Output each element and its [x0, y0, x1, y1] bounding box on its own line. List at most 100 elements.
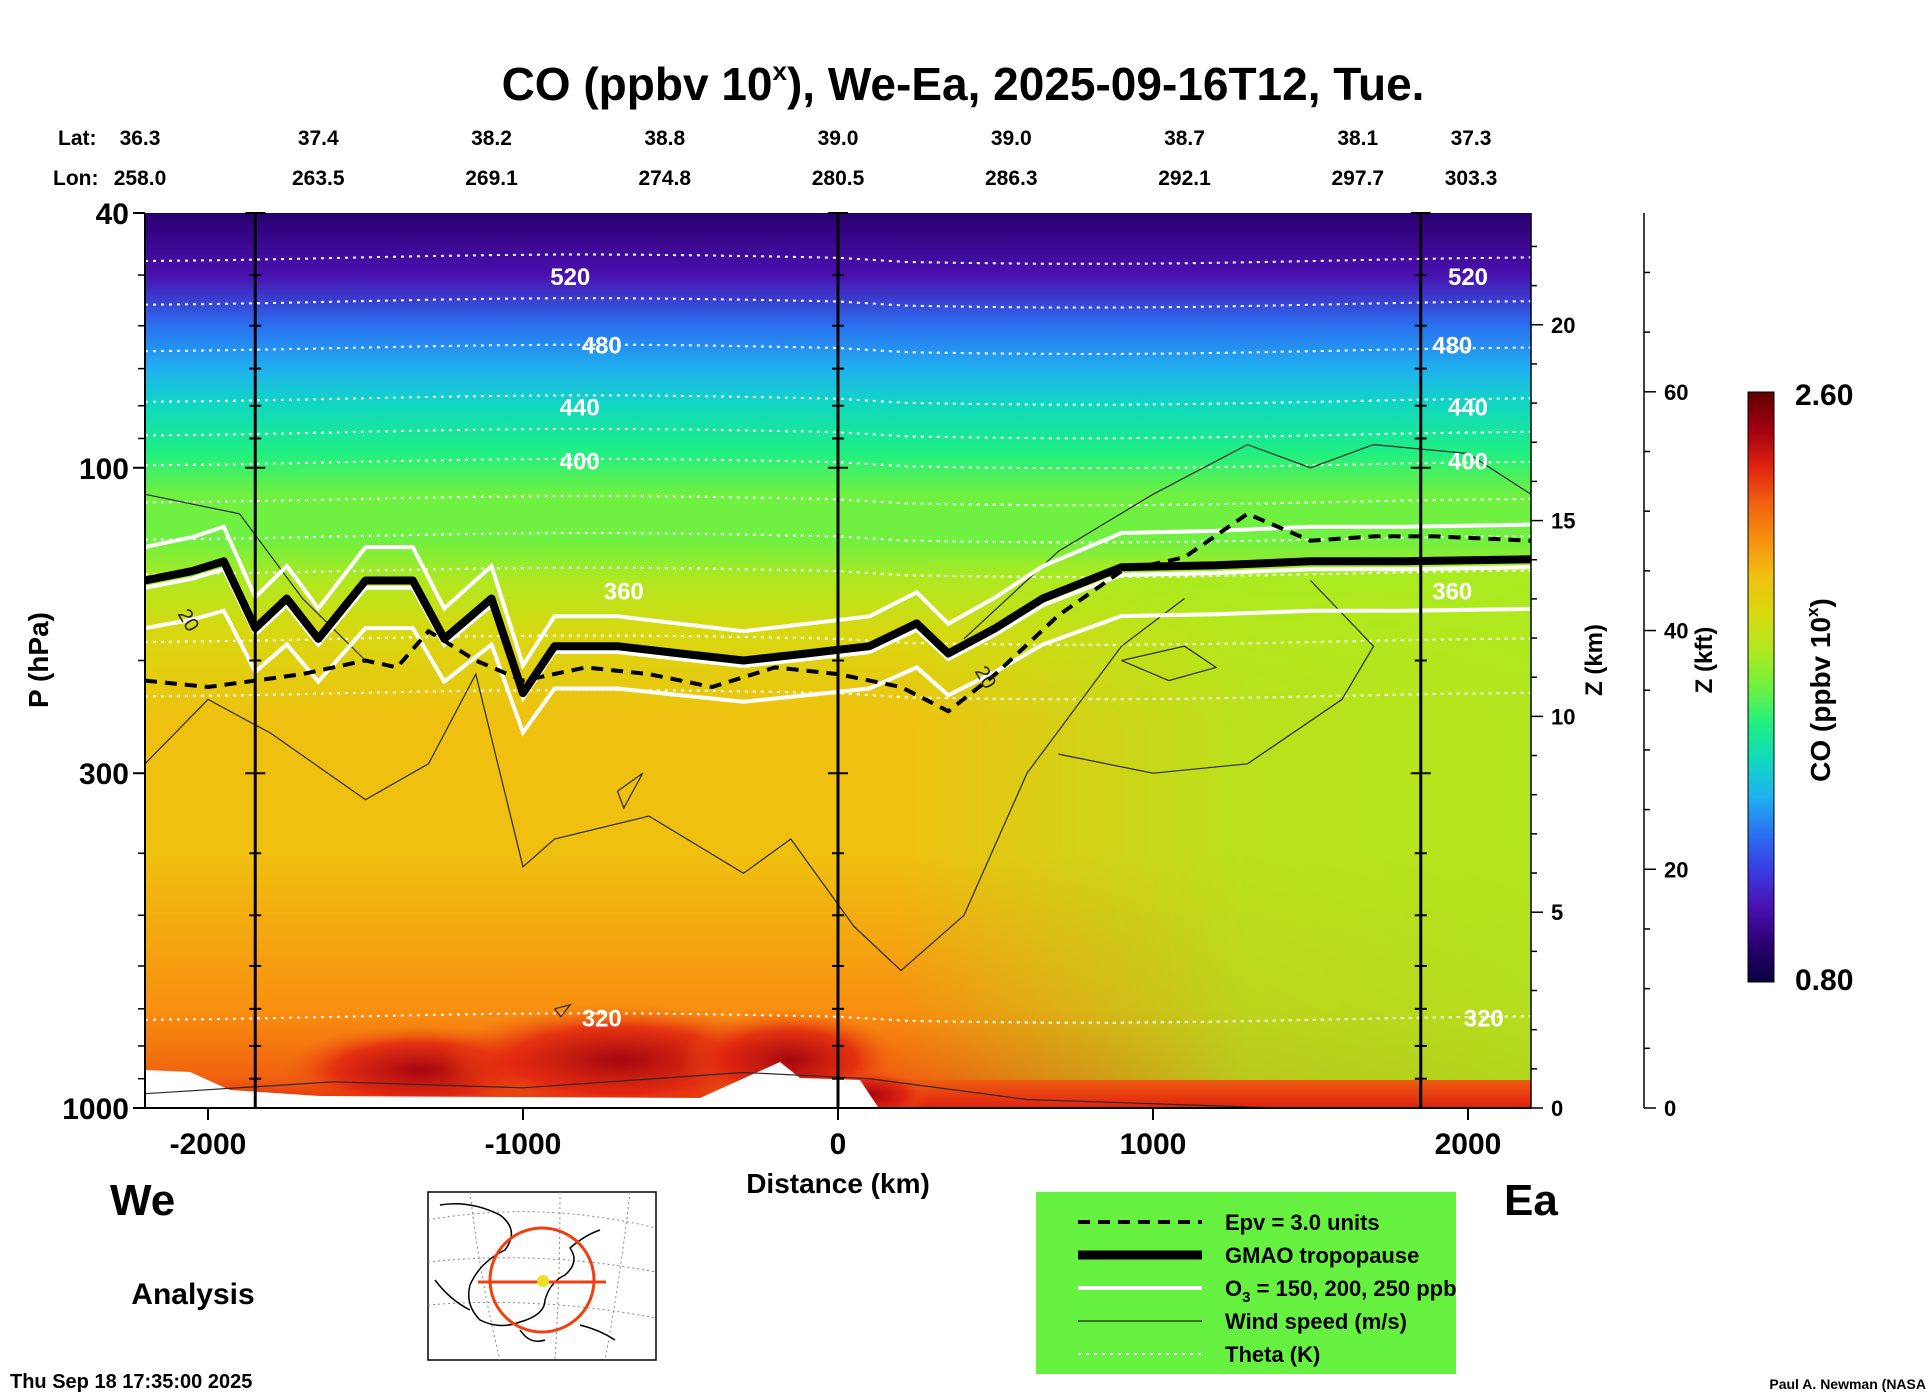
footer-credit: Paul A. Newman (NASA [1769, 1376, 1926, 1392]
wind-speed-contour [1121, 645, 1218, 682]
o3-contour [145, 565, 1531, 703]
z-kft-tick-label: 60 [1664, 380, 1688, 405]
o3-contour [145, 522, 1531, 670]
wind-speed-contour [1058, 580, 1375, 774]
map-graticule [427, 1191, 657, 1361]
legend-label: Wind speed (m/s) [1225, 1309, 1407, 1334]
o3-contour [145, 606, 1531, 737]
lon-label: Lon: [53, 167, 98, 190]
colorbar-min-label: 0.80 [1795, 964, 1853, 997]
theta-label: 480 [582, 333, 622, 360]
wind-speed-contour [145, 493, 366, 661]
title-prefix: CO (ppbv 10 [502, 58, 773, 110]
y-tick-label: 300 [79, 758, 129, 791]
lat-value: 39.0 [991, 127, 1032, 150]
theta-label: 320 [1464, 1006, 1504, 1033]
y-tick-label: 100 [79, 453, 129, 486]
lat-value: 37.4 [298, 127, 339, 150]
legend-label-rest: = 150, 200, 250 ppb [1250, 1276, 1456, 1301]
analysis-label: Analysis [131, 1278, 254, 1311]
chart-title: CO (ppbv 10x), We-Ea, 2025-09-16T12, Tue… [502, 56, 1425, 110]
lon-value: 297.7 [1331, 167, 1384, 190]
lat-value: 38.2 [471, 127, 512, 150]
lon-value: 263.5 [292, 167, 345, 190]
y-tick-label: 40 [96, 198, 129, 231]
colorbar-title-suffix: ) [1805, 598, 1836, 607]
x-axis-title: Distance (km) [746, 1168, 930, 1199]
legend-label-sub: 3 [1242, 1289, 1250, 1306]
x-tick-label: 1000 [1120, 1128, 1187, 1161]
z-kft-tick-label: 20 [1664, 857, 1688, 882]
west-label: We [110, 1176, 175, 1225]
legend-label-prefix: O [1225, 1276, 1242, 1301]
lon-value: 292.1 [1158, 167, 1211, 190]
x-tick-label: 2000 [1435, 1128, 1502, 1161]
lon-value: 269.1 [465, 167, 518, 190]
theta-label: 360 [604, 579, 644, 606]
wind-speed-contour [963, 443, 1531, 640]
legend-label: O3 = 150, 200, 250 ppb [1225, 1276, 1457, 1306]
lat-value: 39.0 [818, 127, 859, 150]
z-kft-tick-label: 0 [1664, 1096, 1676, 1121]
theta-label: 520 [550, 264, 590, 291]
colorbar-title-prefix: CO (ppbv 10 [1805, 617, 1836, 782]
lat-lon-values: 36.3 258.0 37.4 263.5 38.2 269.1 38.8 274.8 39.0… [114, 127, 1498, 190]
x-tick-label: -2000 [170, 1128, 247, 1161]
distance-reference-lines [245, 212, 1431, 1109]
z-km-tick-label: 5 [1551, 900, 1563, 925]
lat-value: 38.7 [1164, 127, 1205, 150]
x-tick-label: -1000 [485, 1128, 562, 1161]
co-field-east-tint [900, 560, 1531, 1080]
theta-label: 480 [1432, 333, 1472, 360]
z-kft-tick-label: 40 [1664, 619, 1688, 644]
gmao-tropopause-line [145, 555, 1531, 698]
map-range-circle [488, 1226, 596, 1334]
lon-value: 303.3 [1445, 167, 1498, 190]
z-km-tick-label: 10 [1551, 704, 1575, 729]
theta-label: 360 [1432, 579, 1472, 606]
lat-label: Lat: [58, 127, 97, 150]
wind-speed-contour [145, 598, 1185, 972]
wind-speed-contour [616, 772, 644, 810]
lat-value: 37.3 [1451, 127, 1492, 150]
theta-label: 440 [560, 395, 600, 422]
lon-value: 286.3 [985, 167, 1038, 190]
inset-map [427, 1191, 657, 1361]
axes: 40 100 300 1000 -2000 -1000 0 1000 2000 0 5 10 15 20 0… [62, 198, 1688, 1161]
lon-value: 274.8 [638, 167, 691, 190]
z-km-tick-label: 0 [1551, 1096, 1563, 1121]
wind-speed-contour [145, 1071, 1280, 1108]
colorbar-max-label: 2.60 [1795, 379, 1853, 412]
wind-speed-contour [554, 1003, 572, 1018]
east-label: Ea [1504, 1176, 1558, 1225]
title-suffix: ), We-Ea, 2025-09-16T12, Tue. [787, 58, 1424, 110]
map-coastline [434, 1203, 616, 1342]
theta-label: 400 [1448, 448, 1488, 475]
legend-label: Theta (K) [1225, 1342, 1320, 1367]
colorbar-title: CO (ppbv 10x) [1803, 598, 1836, 782]
colorbar-title-exp: x [1803, 607, 1822, 617]
epv-3-units-line [145, 511, 1531, 714]
theta-label: 520 [1448, 264, 1488, 291]
z-km-tick-label: 20 [1551, 313, 1575, 338]
terrain-mask [145, 1062, 879, 1108]
theta-label: 440 [1448, 395, 1488, 422]
z-kft-axis-title: Z (kft) [1691, 627, 1718, 694]
theta-label: 400 [560, 448, 600, 475]
z-km-tick-label: 15 [1551, 509, 1575, 534]
map-center-marker [537, 1275, 549, 1287]
lon-value: 280.5 [812, 167, 865, 190]
theta-label: 320 [582, 1006, 622, 1033]
y-axis-title: P (hPa) [23, 612, 54, 708]
z-km-axis-title: Z (km) [1581, 624, 1608, 696]
legend-label: GMAO tropopause [1225, 1243, 1419, 1268]
colorbar: 2.60 0.80 CO (ppbv 10x) [1747, 379, 1853, 997]
footer-timestamp: Thu Sep 18 17:35:00 2025 [10, 1371, 252, 1393]
lat-value: 38.1 [1337, 127, 1378, 150]
legend-label: Epv = 3.0 units [1225, 1210, 1380, 1235]
legend: Epv = 3.0 units GMAO tropopause O3 = 150, … [1036, 1192, 1457, 1374]
x-tick-label: 0 [830, 1128, 847, 1161]
lat-value: 36.3 [120, 127, 161, 150]
